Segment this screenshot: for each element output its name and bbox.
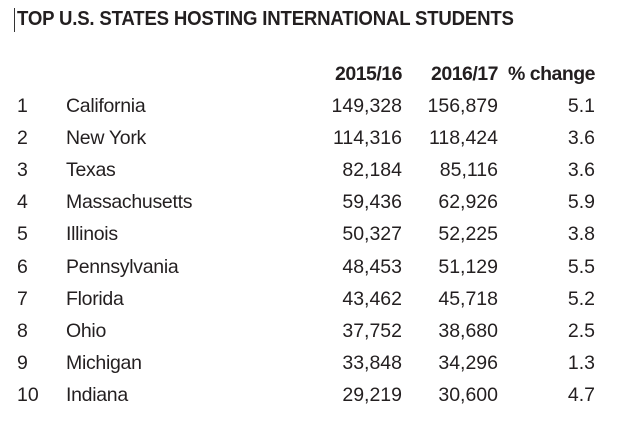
value-2016-17-cell: 45,718 bbox=[438, 287, 498, 310]
value-2015-16-cell: 82,184 bbox=[342, 159, 402, 182]
percent-change-cell: 2.5 bbox=[567, 319, 595, 342]
table-row: 2 New York 114,316 118,424 3.6 bbox=[0, 122, 632, 154]
rank-cell: 9 bbox=[17, 351, 28, 374]
percent-change-cell: 3.6 bbox=[567, 159, 595, 182]
percent-change-cell: 3.6 bbox=[567, 127, 595, 150]
value-2015-16-cell: 114,316 bbox=[332, 127, 402, 150]
state-cell: Massachusetts bbox=[66, 191, 193, 214]
rank-cell: 8 bbox=[17, 319, 28, 342]
rank-cell: 2 bbox=[17, 127, 28, 150]
table-row: 1 California 149,328 156,879 5.1 bbox=[0, 90, 632, 122]
value-2015-16-cell: 50,327 bbox=[342, 223, 402, 246]
value-2016-17-cell: 85,116 bbox=[439, 159, 498, 182]
state-cell: Indiana bbox=[66, 383, 128, 406]
value-2016-17-cell: 30,600 bbox=[438, 383, 498, 406]
table-row: 6 Pennsylvania 48,453 51,129 5.5 bbox=[0, 251, 632, 283]
rank-cell: 7 bbox=[17, 287, 28, 310]
header-2015-16: 2015/16 bbox=[335, 63, 403, 85]
percent-change-cell: 5.5 bbox=[567, 255, 595, 278]
rank-cell: 3 bbox=[17, 159, 28, 182]
text-cursor bbox=[14, 8, 15, 32]
value-2015-16-cell: 43,462 bbox=[342, 287, 402, 310]
table-row: 7 Florida 43,462 45,718 5.2 bbox=[0, 283, 632, 315]
table-header: 2015/16 2016/17 % change bbox=[0, 58, 632, 90]
state-cell: Pennsylvania bbox=[66, 255, 179, 278]
value-2015-16-cell: 33,848 bbox=[342, 351, 402, 374]
value-2016-17-cell: 38,680 bbox=[438, 319, 498, 342]
value-2016-17-cell: 118,424 bbox=[428, 127, 498, 150]
percent-change-cell: 4.7 bbox=[567, 383, 595, 406]
state-cell: Texas bbox=[66, 159, 116, 182]
rank-cell: 5 bbox=[17, 223, 28, 246]
value-2015-16-cell: 149,328 bbox=[331, 95, 403, 117]
table-row: 8 Ohio 37,752 38,680 2.5 bbox=[0, 315, 632, 347]
percent-change-cell: 5.9 bbox=[567, 191, 595, 214]
state-cell: Michigan bbox=[66, 351, 142, 374]
state-cell: Illinois bbox=[66, 223, 118, 246]
value-2016-17-cell: 156,879 bbox=[427, 95, 499, 117]
percent-change-cell: 5.1 bbox=[567, 95, 595, 117]
rank-cell: 6 bbox=[17, 255, 28, 278]
state-cell: Florida bbox=[66, 287, 124, 310]
table-row: 5 Illinois 50,327 52,225 3.8 bbox=[0, 218, 632, 250]
state-cell: California bbox=[66, 95, 146, 117]
table-row: 4 Massachusetts 59,436 62,926 5.9 bbox=[0, 186, 632, 218]
value-2015-16-cell: 29,219 bbox=[342, 383, 402, 406]
percent-change-cell: 1.3 bbox=[567, 351, 595, 374]
percent-change-cell: 3.8 bbox=[567, 223, 595, 246]
value-2016-17-cell: 52,225 bbox=[438, 223, 498, 246]
rank-cell: 10 bbox=[17, 383, 39, 406]
percent-change-cell: 5.2 bbox=[567, 287, 595, 310]
value-2015-16-cell: 48,453 bbox=[342, 255, 402, 278]
rank-cell: 1 bbox=[17, 95, 28, 117]
table-row: 10 Indiana 29,219 30,600 4.7 bbox=[0, 379, 632, 411]
value-2016-17-cell: 34,296 bbox=[438, 351, 498, 374]
state-cell: Ohio bbox=[66, 319, 106, 342]
rank-cell: 4 bbox=[17, 191, 28, 214]
state-cell: New York bbox=[66, 127, 146, 150]
table-title: TOP U.S. STATES HOSTING INTERNATIONAL ST… bbox=[17, 8, 514, 30]
value-2015-16-cell: 37,752 bbox=[342, 319, 402, 342]
header-2016-17: 2016/17 bbox=[431, 63, 499, 85]
value-2015-16-cell: 59,436 bbox=[342, 191, 402, 214]
value-2016-17-cell: 62,926 bbox=[438, 191, 498, 214]
value-2016-17-cell: 51,129 bbox=[438, 255, 498, 278]
table-row: 9 Michigan 33,848 34,296 1.3 bbox=[0, 347, 632, 379]
table-row: 3 Texas 82,184 85,116 3.6 bbox=[0, 154, 632, 186]
header-percent-change: % change bbox=[507, 63, 596, 85]
